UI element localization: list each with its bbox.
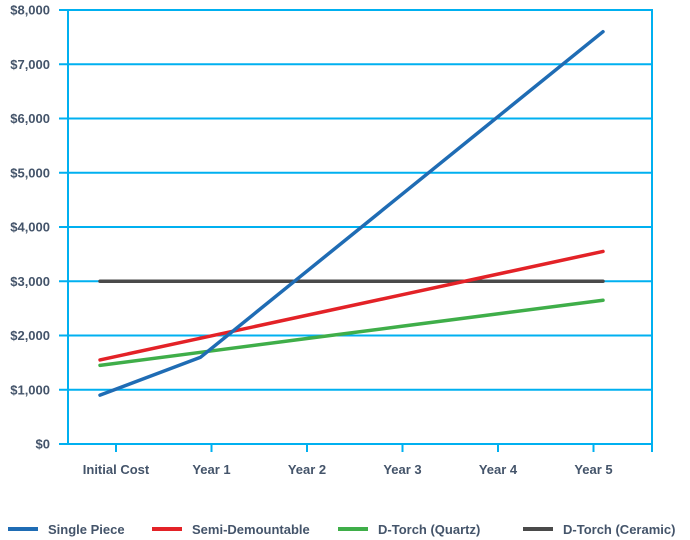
legend-item-d-torch-quartz: D-Torch (Quartz) bbox=[338, 520, 480, 538]
legend-item-semi-demountable: Semi-Demountable bbox=[152, 520, 310, 538]
series-line-semi-demountable bbox=[98, 249, 605, 362]
y-axis-tick-label: $2,000 bbox=[10, 328, 50, 343]
series-line-single-piece bbox=[98, 29, 605, 397]
x-axis-tick-label: Year 1 bbox=[192, 462, 230, 477]
chart-legend: Single Piece Semi-Demountable D-Torch (Q… bbox=[0, 520, 690, 538]
x-axis-tick-label: Initial Cost bbox=[83, 462, 150, 477]
y-axis-tick-label: $7,000 bbox=[10, 57, 50, 72]
legend-label: D-Torch (Ceramic) bbox=[563, 521, 676, 537]
single-piece-line-swatch bbox=[8, 527, 38, 531]
semi-demountable-line-swatch bbox=[152, 527, 182, 531]
chart-plot-area: $0 $1,000 $2,000 $3,000 $4,000 $5,000 $6,000 $7… bbox=[10, 3, 653, 477]
y-axis-tick-label: $0 bbox=[36, 437, 50, 452]
x-axis-tick-label: Year 3 bbox=[383, 462, 421, 477]
d-torch-ceramic-line-swatch bbox=[523, 527, 553, 531]
d-torch-quartz-line-swatch bbox=[338, 527, 368, 531]
legend-label: Semi-Demountable bbox=[192, 521, 310, 537]
y-axis-tick-label: $4,000 bbox=[10, 220, 50, 235]
series-line-d-torch-quartz bbox=[98, 298, 605, 368]
legend-item-single-piece: Single Piece bbox=[8, 520, 125, 538]
y-axis-tick-label: $5,000 bbox=[10, 165, 50, 180]
x-axis-tick-label: Year 4 bbox=[479, 462, 518, 477]
x-axis-tick-label: Year 2 bbox=[288, 462, 326, 477]
x-axis-tick-label: Year 5 bbox=[574, 462, 612, 477]
y-axis-tick-label: $1,000 bbox=[10, 382, 50, 397]
y-axis-tick-label: $8,000 bbox=[10, 3, 50, 18]
y-axis-tick-label: $6,000 bbox=[10, 111, 50, 126]
y-axis-tick-label: $3,000 bbox=[10, 274, 50, 289]
legend-label: Single Piece bbox=[48, 521, 125, 537]
legend-label: D-Torch (Quartz) bbox=[378, 521, 481, 537]
legend-item-d-torch-ceramic: D-Torch (Ceramic) bbox=[523, 520, 675, 538]
